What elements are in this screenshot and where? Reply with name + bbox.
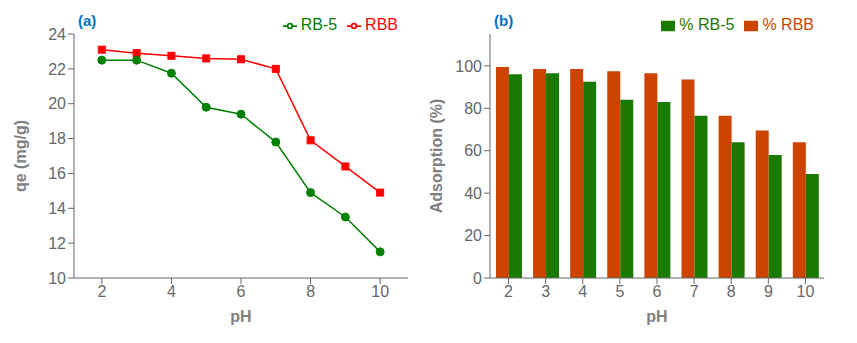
svg-text:qe (mg/g): qe (mg/g) <box>12 120 29 192</box>
svg-text:9: 9 <box>764 283 773 300</box>
html-text:% RBB: % RBB <box>762 16 814 33</box>
svg-text:10: 10 <box>48 270 66 287</box>
svg-text:12: 12 <box>48 235 66 252</box>
svg-text:5: 5 <box>615 283 624 300</box>
svg-text:pH: pH <box>646 308 667 325</box>
svg-text:Adsorption (%): Adsorption (%) <box>428 99 445 214</box>
svg-text:80: 80 <box>464 100 482 117</box>
svg-text:40: 40 <box>464 185 482 202</box>
svg-text:24: 24 <box>48 26 66 43</box>
svg-text:8: 8 <box>727 283 736 300</box>
html-text:(b): (b) <box>494 12 514 29</box>
svg-text:4: 4 <box>167 283 176 300</box>
svg-text:20: 20 <box>464 227 482 244</box>
svg-text:3: 3 <box>541 283 550 300</box>
svg-text:8: 8 <box>306 283 315 300</box>
html-text:RB-5: RB-5 <box>300 16 338 33</box>
svg-text:7: 7 <box>690 283 699 300</box>
svg-text:18: 18 <box>48 130 66 147</box>
svg-text:4: 4 <box>578 283 587 300</box>
html-text:% RB-5: % RB-5 <box>679 16 735 33</box>
svg-text:pH: pH <box>230 308 251 325</box>
svg-text:10: 10 <box>797 283 815 300</box>
svg-text:60: 60 <box>464 142 482 159</box>
svg-text:22: 22 <box>48 61 66 78</box>
html-text:RBB: RBB <box>365 16 398 33</box>
svg-text:0: 0 <box>473 270 482 287</box>
svg-text:2: 2 <box>97 283 106 300</box>
svg-text:16: 16 <box>48 165 66 182</box>
svg-text:100: 100 <box>455 58 482 75</box>
html-text:(a): (a) <box>78 12 97 29</box>
svg-text:6: 6 <box>237 283 246 300</box>
svg-text:14: 14 <box>48 200 66 217</box>
svg-text:20: 20 <box>48 95 66 112</box>
svg-text:10: 10 <box>371 283 389 300</box>
svg-text:6: 6 <box>653 283 662 300</box>
svg-text:2: 2 <box>504 283 513 300</box>
